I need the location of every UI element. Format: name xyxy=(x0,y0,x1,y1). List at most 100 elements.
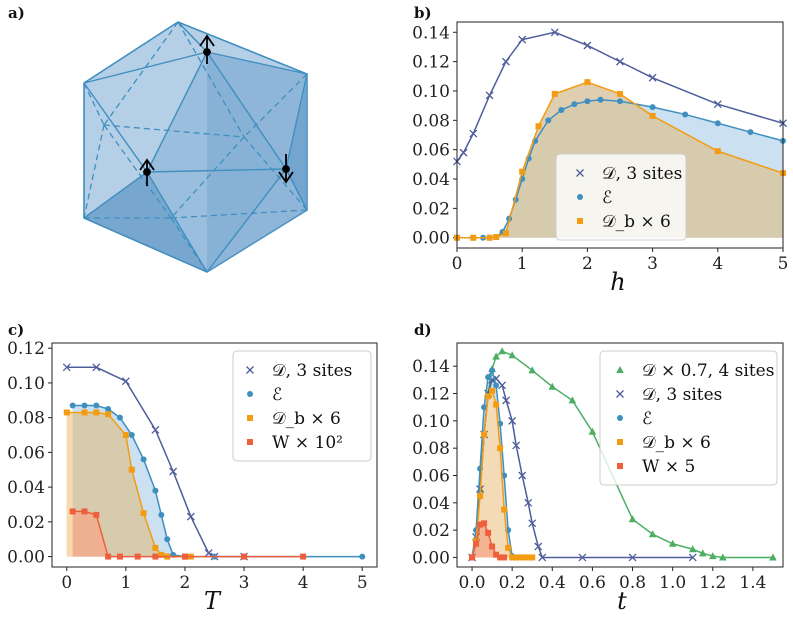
area-fill-Db xyxy=(472,390,533,558)
legend-label-E: ℰ xyxy=(602,188,612,208)
y-tick-label: 0.04 xyxy=(412,494,450,514)
legend-marker-D xyxy=(616,390,624,398)
data-point-W xyxy=(105,553,112,560)
data-point-E xyxy=(558,107,565,114)
data-point-Db xyxy=(714,148,721,155)
legend-marker-D xyxy=(576,169,584,177)
data-point-D xyxy=(550,28,559,37)
data-point-Db xyxy=(551,90,558,97)
data-point-Db xyxy=(493,401,500,408)
y-tick-label: 0.10 xyxy=(412,412,450,432)
data-point-Db xyxy=(122,432,129,439)
data-point-D4 xyxy=(668,539,677,547)
data-point-D xyxy=(169,467,178,476)
data-point-E xyxy=(485,374,492,381)
data-point-D xyxy=(534,542,543,551)
data-point-Db xyxy=(493,233,500,240)
data-point-Db xyxy=(81,409,88,416)
data-point-Db xyxy=(617,90,623,97)
data-point-Db xyxy=(128,466,135,473)
data-point-W xyxy=(497,554,504,561)
y-tick-label: 0.04 xyxy=(7,478,45,498)
legend-marker-E xyxy=(617,415,623,421)
y-tick-label: 0.10 xyxy=(412,82,450,102)
data-point-Db xyxy=(649,112,656,119)
legend-label-D: 𝒟, 3 sites xyxy=(602,164,682,184)
data-point-D4 xyxy=(528,366,537,374)
data-point-D xyxy=(501,57,510,66)
panel-label-a: a) xyxy=(8,4,25,22)
data-point-D4 xyxy=(769,553,777,561)
legend-marker-Db xyxy=(577,218,583,224)
data-point-D xyxy=(508,416,517,425)
legend-label-W: W × 5 xyxy=(642,457,695,477)
data-point-D4 xyxy=(588,427,597,435)
data-point-W xyxy=(501,554,508,561)
y-tick-label: 0.08 xyxy=(7,409,45,429)
y-tick-label: 0.02 xyxy=(412,521,450,541)
data-point-E xyxy=(481,404,488,411)
panel-label-b: b) xyxy=(414,4,432,22)
data-point-D xyxy=(186,512,195,521)
y-tick-label: 0.10 xyxy=(7,374,45,394)
data-point-W xyxy=(300,553,307,560)
data-point-Db xyxy=(513,554,520,561)
y-tick-label: 0.12 xyxy=(7,339,45,359)
legend-label-Db: 𝒟_b × 6 xyxy=(602,212,671,232)
data-point-D xyxy=(524,498,533,507)
y-tick-label: 0.00 xyxy=(7,548,45,568)
data-point-Db xyxy=(63,409,70,416)
data-point-D4 xyxy=(708,552,717,560)
x-tick-label: 2 xyxy=(180,573,191,593)
data-point-Db xyxy=(470,234,477,241)
legend-marker-E xyxy=(577,194,583,200)
data-point-E xyxy=(158,511,165,518)
legend-label-Db: 𝒟_b × 6 xyxy=(272,409,341,429)
y-tick-label: 0.04 xyxy=(412,170,450,190)
data-point-D xyxy=(538,553,547,562)
data-point-D4 xyxy=(628,515,637,523)
chart-panel-b: 0 1 2 3 4 5 0.00 0.02 0.04 0.06 0.08 0.10 0.12 0.14 𝒟,… xyxy=(412,21,789,274)
y-tick-label: 0.02 xyxy=(7,513,45,533)
data-point-W xyxy=(493,551,500,558)
data-point-Db xyxy=(105,411,112,418)
legend-marker-Db xyxy=(617,439,623,445)
legend-label-D4: 𝒟 × 0.7, 4 sites xyxy=(642,361,774,381)
data-point-Db xyxy=(485,393,492,400)
y-tick-label: 0.02 xyxy=(412,199,450,219)
data-point-E xyxy=(571,101,578,108)
x-tick-label: 0.8 xyxy=(619,573,646,593)
data-point-W xyxy=(181,553,188,560)
axes-frame xyxy=(456,342,784,568)
legend-marker-W xyxy=(247,439,253,445)
data-point-E xyxy=(649,104,656,111)
data-point-W xyxy=(241,553,248,560)
y-tick-label: 0.06 xyxy=(412,466,450,486)
y-tick-label: 0.00 xyxy=(412,229,450,249)
x-tick-label: 1 xyxy=(120,573,131,593)
data-point-D4 xyxy=(548,382,557,390)
data-point-Db xyxy=(519,168,526,175)
x-tick-label: 0.6 xyxy=(579,573,606,593)
data-point-D4 xyxy=(648,530,657,538)
panel-label-d: d) xyxy=(414,321,432,339)
data-point-E xyxy=(69,402,76,409)
series-line-E xyxy=(471,368,517,559)
legend-box xyxy=(555,153,687,241)
x-tick-label: 5 xyxy=(778,254,789,274)
y-tick-label: 0.12 xyxy=(412,385,450,405)
data-point-E xyxy=(105,405,112,412)
data-point-D xyxy=(616,57,624,66)
data-point-E xyxy=(152,487,159,494)
data-point-Db xyxy=(152,544,159,551)
data-point-W xyxy=(152,553,159,560)
data-point-Db xyxy=(525,554,532,561)
data-point-Db xyxy=(486,234,493,241)
data-point-D4 xyxy=(498,347,506,355)
x-tick-label: 5 xyxy=(357,573,368,593)
data-point-Db xyxy=(509,554,516,561)
data-point-D4 xyxy=(508,351,516,359)
data-point-E xyxy=(116,414,123,421)
data-point-D xyxy=(648,73,657,82)
data-point-D4 xyxy=(492,352,500,360)
